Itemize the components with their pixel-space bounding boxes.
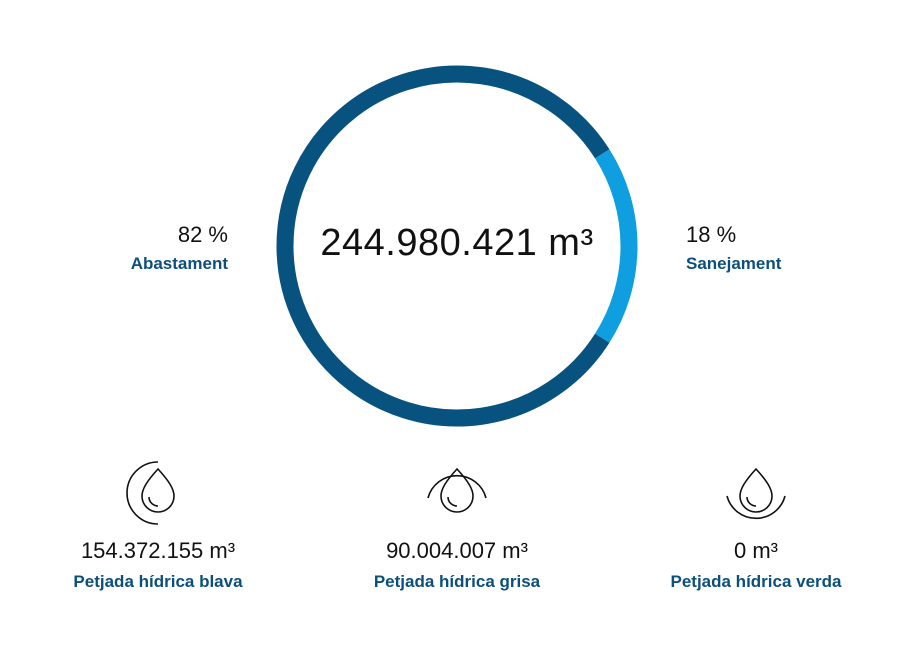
- footprint-blue-value: 154.372.155 m³: [80, 538, 236, 563]
- slice-sanejament: [595, 149, 638, 343]
- footprint-green-value: 0 m³: [734, 538, 778, 563]
- water-drop-green-icon: [726, 467, 786, 520]
- water-drop-blue-icon: [126, 461, 175, 525]
- footprint-grey: 90.004.007 m³ Petjada hídrica grisa: [307, 458, 607, 592]
- total-value: 244.980.421 m³: [320, 222, 594, 264]
- sanejament-label: Sanejament: [686, 254, 782, 273]
- slice-abastament: [276, 65, 610, 427]
- footprint-blue: 154.372.155 m³ Petjada hídrica blava: [8, 458, 308, 592]
- water-drop-grey-icon: [427, 467, 487, 513]
- footprint-grey-label: Petjada hídrica grisa: [373, 572, 541, 591]
- abastament-label: Abastament: [130, 254, 228, 273]
- abastament-percent: 82 %: [177, 222, 228, 247]
- footprint-blue-label: Petjada hídrica blava: [73, 572, 243, 591]
- sanejament-percent: 18 %: [686, 222, 737, 247]
- footprint-grey-value: 90.004.007 m³: [386, 538, 528, 563]
- footprint-green-label: Petjada hídrica verda: [670, 572, 842, 591]
- footprint-green: 0 m³ Petjada hídrica verda: [606, 458, 906, 592]
